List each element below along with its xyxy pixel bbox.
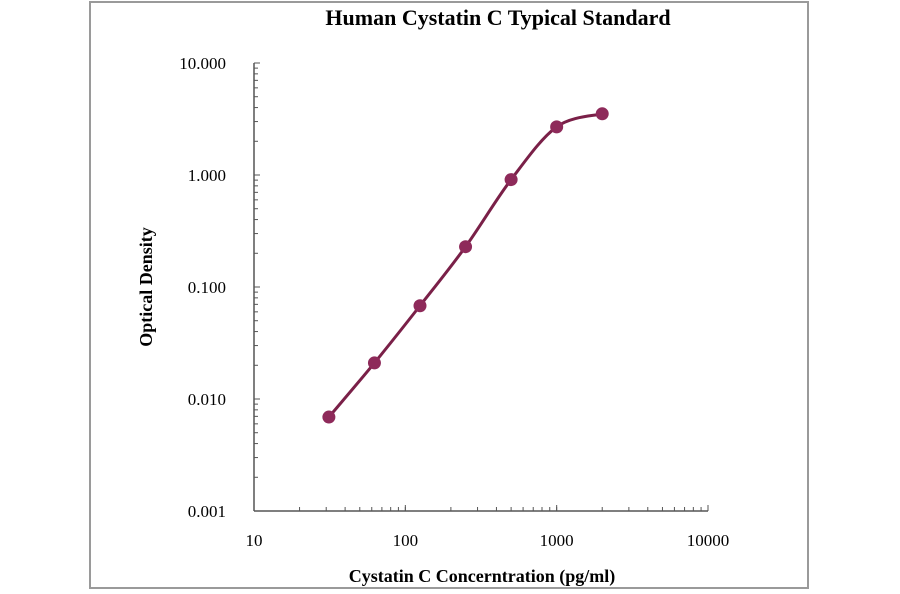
data-point (322, 410, 336, 424)
y-tick-label: 0.100 (188, 278, 226, 297)
chart-frame (89, 1, 809, 589)
data-point (413, 299, 427, 313)
chart-title: Human Cystatin C Typical Standard (325, 5, 670, 30)
x-tick-label: 1000 (540, 531, 574, 550)
y-tick-label: 0.010 (188, 390, 226, 409)
y-axis-label: Optical Density (136, 227, 156, 347)
y-tick-label: 10.000 (179, 54, 226, 73)
data-point (504, 173, 518, 187)
x-tick-label: 100 (393, 531, 419, 550)
data-point (459, 240, 473, 254)
y-tick-label: 1.000 (188, 166, 226, 185)
data-point (550, 120, 564, 134)
x-tick-label: 10000 (687, 531, 730, 550)
x-axis-label: Cystatin C Concerntration (pg/ml) (349, 566, 615, 587)
data-point (595, 107, 609, 121)
data-point (367, 356, 381, 370)
y-tick-label: 0.001 (188, 502, 226, 521)
series-line (327, 112, 603, 419)
x-tick-label: 10 (246, 531, 263, 550)
